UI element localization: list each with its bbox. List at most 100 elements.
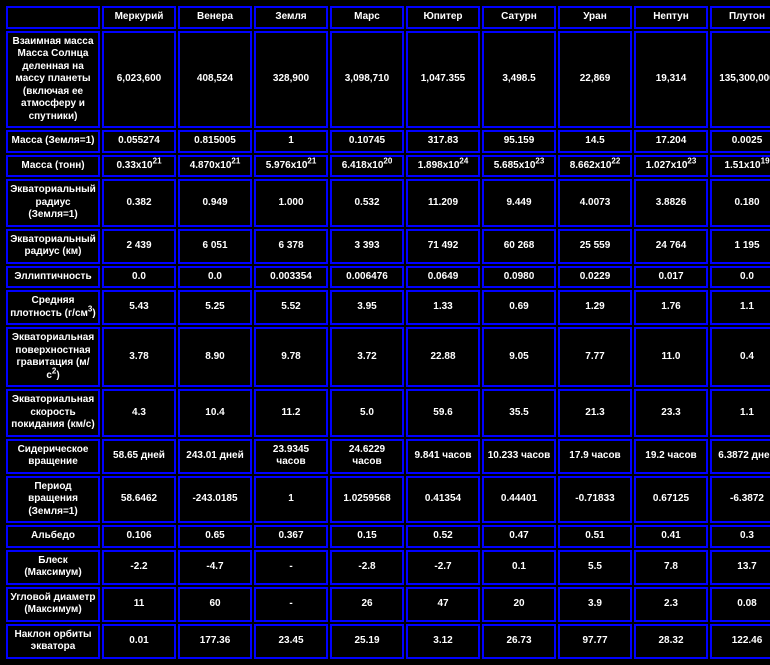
data-cell: 0.0229 (558, 266, 632, 289)
data-cell: -2.7 (406, 550, 480, 585)
column-header: Марс (330, 6, 404, 29)
column-header: Юпитер (406, 6, 480, 29)
planet-data-table: МеркурийВенераЗемляМарсЮпитерСатурнУранН… (4, 4, 770, 661)
data-cell: 58.6462 (102, 476, 176, 524)
data-cell: 47 (406, 587, 480, 622)
data-cell: 3.8826 (634, 179, 708, 227)
data-cell: 6.3872 дней (710, 439, 770, 474)
table-row: Блеск (Максимум)-2.2-4.7--2.8-2.70.15.57… (6, 550, 770, 585)
data-cell: 1 (254, 476, 328, 524)
data-cell: 23.9345 часов (254, 439, 328, 474)
data-cell: 0.4 (710, 327, 770, 387)
data-cell: 25.19 (330, 624, 404, 659)
data-cell: 0.180 (710, 179, 770, 227)
data-cell: -0.71833 (558, 476, 632, 524)
data-cell: 60 268 (482, 229, 556, 264)
data-cell: 0.52 (406, 525, 480, 548)
data-cell: 9.05 (482, 327, 556, 387)
data-cell: 0.0980 (482, 266, 556, 289)
row-header: Экваториальная скорость покидания (км/с) (6, 389, 100, 437)
data-cell: 0.0025 (710, 130, 770, 153)
data-cell: 1.1 (710, 290, 770, 325)
data-cell: 26 (330, 587, 404, 622)
table-row: Сидерическое вращение58.65 дней243.01 дн… (6, 439, 770, 474)
data-cell: 59.6 (406, 389, 480, 437)
data-cell: 317.83 (406, 130, 480, 153)
data-cell: 8.90 (178, 327, 252, 387)
corner-cell (6, 6, 100, 29)
data-cell: 122.46 (710, 624, 770, 659)
data-cell: 0.815005 (178, 130, 252, 153)
data-cell: 1.51x1019 (710, 155, 770, 178)
data-cell: 5.0 (330, 389, 404, 437)
data-cell: 6 378 (254, 229, 328, 264)
data-cell: 14.5 (558, 130, 632, 153)
column-header: Меркурий (102, 6, 176, 29)
data-cell: 1.33 (406, 290, 480, 325)
data-cell: 7.8 (634, 550, 708, 585)
data-cell: 0.3 (710, 525, 770, 548)
data-cell: 97.77 (558, 624, 632, 659)
header-row: МеркурийВенераЗемляМарсЮпитерСатурнУранН… (6, 6, 770, 29)
data-cell: 0.47 (482, 525, 556, 548)
data-cell: 6,023,600 (102, 31, 176, 129)
row-header: Сидерическое вращение (6, 439, 100, 474)
data-cell: 23.45 (254, 624, 328, 659)
data-cell: 1.027x1023 (634, 155, 708, 178)
data-cell: 5.52 (254, 290, 328, 325)
data-cell: 0.003354 (254, 266, 328, 289)
data-cell: 9.78 (254, 327, 328, 387)
data-cell: 1.29 (558, 290, 632, 325)
data-cell: 19,314 (634, 31, 708, 129)
data-cell: 0.0 (102, 266, 176, 289)
data-cell: 0.44401 (482, 476, 556, 524)
data-cell: 0.10745 (330, 130, 404, 153)
table-row: Масса (Земля=1)0.0552740.81500510.107453… (6, 130, 770, 153)
data-cell: 3.12 (406, 624, 480, 659)
data-cell: -4.7 (178, 550, 252, 585)
data-cell: 22,869 (558, 31, 632, 129)
row-header: Масса (тонн) (6, 155, 100, 178)
data-cell: 1 195 (710, 229, 770, 264)
data-cell: 11.209 (406, 179, 480, 227)
data-cell: 1.898x1024 (406, 155, 480, 178)
data-cell: 0.65 (178, 525, 252, 548)
data-cell: 177.36 (178, 624, 252, 659)
data-cell: 9.449 (482, 179, 556, 227)
data-cell: 95.159 (482, 130, 556, 153)
data-cell: 17.204 (634, 130, 708, 153)
data-cell: -243.0185 (178, 476, 252, 524)
data-cell: 0.949 (178, 179, 252, 227)
data-cell: 19.2 часов (634, 439, 708, 474)
data-cell: 7.77 (558, 327, 632, 387)
data-cell: 13.7 (710, 550, 770, 585)
table-row: Эллиптичность0.00.00.0033540.0064760.064… (6, 266, 770, 289)
data-cell: 5.685x1023 (482, 155, 556, 178)
data-cell: 5.5 (558, 550, 632, 585)
data-cell: 6.418x1020 (330, 155, 404, 178)
data-cell: 20 (482, 587, 556, 622)
data-cell: 11.0 (634, 327, 708, 387)
data-cell: 5.976x1021 (254, 155, 328, 178)
data-cell: 3,498.5 (482, 31, 556, 129)
data-cell: 0.532 (330, 179, 404, 227)
data-cell: 2.3 (634, 587, 708, 622)
data-cell: 1.000 (254, 179, 328, 227)
data-cell: 71 492 (406, 229, 480, 264)
data-cell: 0.017 (634, 266, 708, 289)
data-cell: 23.3 (634, 389, 708, 437)
table-row: Экваториальная скорость покидания (км/с)… (6, 389, 770, 437)
data-cell: - (254, 550, 328, 585)
data-cell: 1.76 (634, 290, 708, 325)
data-cell: 1.0259568 (330, 476, 404, 524)
data-cell: 3,098,710 (330, 31, 404, 129)
data-cell: 24.6229 часов (330, 439, 404, 474)
data-cell: 243.01 дней (178, 439, 252, 474)
data-cell: 17.9 часов (558, 439, 632, 474)
data-cell: 3.95 (330, 290, 404, 325)
table-row: Альбедо0.1060.650.3670.150.520.470.510.4… (6, 525, 770, 548)
row-header: Альбедо (6, 525, 100, 548)
data-cell: 3.78 (102, 327, 176, 387)
data-cell: 1 (254, 130, 328, 153)
data-cell: 0.41354 (406, 476, 480, 524)
